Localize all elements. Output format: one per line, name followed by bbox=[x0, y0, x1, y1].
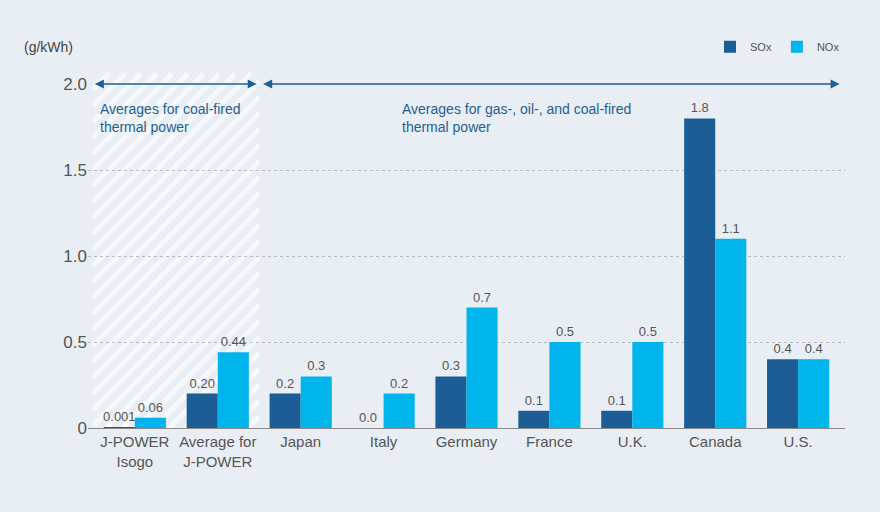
svg-text:J-POWERIsogo: J-POWERIsogo bbox=[100, 433, 169, 470]
svg-text:Averages for coal-firedthermal: Averages for coal-firedthermal power bbox=[100, 101, 241, 135]
svg-text:Canada: Canada bbox=[689, 433, 742, 450]
svg-text:0.3: 0.3 bbox=[307, 358, 325, 373]
svg-text:0: 0 bbox=[78, 419, 87, 438]
svg-text:U.K.: U.K. bbox=[618, 433, 647, 450]
svg-text:0.2: 0.2 bbox=[390, 376, 408, 391]
svg-text:Averages for gas-, oil-, and c: Averages for gas-, oil-, and coal-firedt… bbox=[402, 101, 631, 135]
svg-text:SOx: SOx bbox=[750, 41, 772, 53]
svg-text:1.8: 1.8 bbox=[691, 100, 709, 115]
svg-text:Japan: Japan bbox=[280, 433, 321, 450]
svg-text:0.1: 0.1 bbox=[608, 393, 626, 408]
svg-text:Germany: Germany bbox=[436, 433, 498, 450]
svg-text:(g/kWh): (g/kWh) bbox=[24, 39, 73, 55]
svg-text:0.3: 0.3 bbox=[442, 358, 460, 373]
svg-text:0.5: 0.5 bbox=[556, 324, 574, 339]
svg-text:1.1: 1.1 bbox=[722, 221, 740, 236]
svg-text:Average forJ-POWER: Average forJ-POWER bbox=[179, 433, 256, 470]
svg-text:U.S.: U.S. bbox=[784, 433, 813, 450]
svg-text:0.20: 0.20 bbox=[190, 376, 215, 391]
svg-text:0.001: 0.001 bbox=[103, 409, 136, 424]
svg-text:NOx: NOx bbox=[817, 41, 840, 53]
svg-text:0.2: 0.2 bbox=[276, 376, 294, 391]
svg-text:0.7: 0.7 bbox=[473, 290, 491, 305]
svg-text:0.5: 0.5 bbox=[63, 333, 87, 352]
svg-text:France: France bbox=[526, 433, 573, 450]
svg-text:2.0: 2.0 bbox=[63, 75, 87, 94]
svg-text:0.4: 0.4 bbox=[774, 341, 792, 356]
svg-text:0.0: 0.0 bbox=[359, 410, 377, 425]
svg-text:0.1: 0.1 bbox=[525, 393, 543, 408]
svg-text:Italy: Italy bbox=[370, 433, 398, 450]
svg-text:0.5: 0.5 bbox=[639, 324, 657, 339]
svg-text:1.0: 1.0 bbox=[63, 247, 87, 266]
svg-text:0.4: 0.4 bbox=[805, 341, 823, 356]
svg-text:0.44: 0.44 bbox=[221, 334, 246, 349]
svg-text:0.06: 0.06 bbox=[138, 400, 163, 415]
svg-text:1.5: 1.5 bbox=[63, 161, 87, 180]
